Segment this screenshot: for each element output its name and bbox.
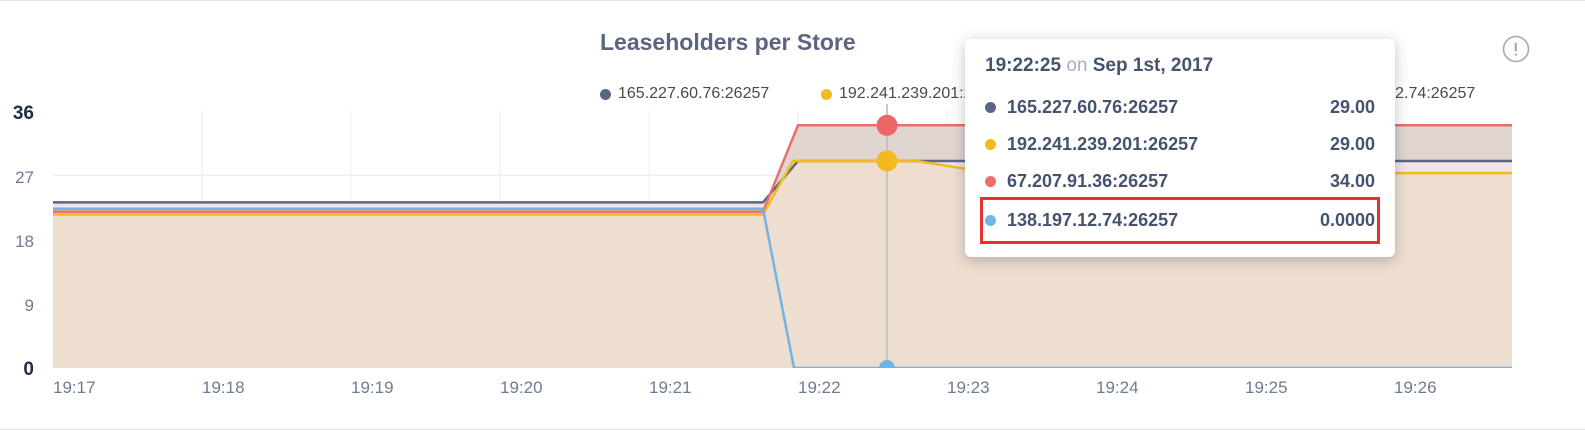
svg-text:0: 0	[23, 359, 34, 380]
svg-text:9: 9	[25, 296, 34, 315]
svg-text:19:17: 19:17	[53, 378, 96, 397]
svg-text:19:26: 19:26	[1394, 378, 1437, 397]
svg-text:19:25: 19:25	[1245, 378, 1288, 397]
svg-text:18: 18	[15, 232, 34, 251]
svg-text:19:19: 19:19	[351, 378, 394, 397]
svg-text:19:23: 19:23	[947, 378, 990, 397]
svg-text:27: 27	[15, 168, 34, 187]
svg-text:19:22: 19:22	[798, 378, 841, 397]
svg-text:19:24: 19:24	[1096, 378, 1139, 397]
svg-text:19:20: 19:20	[500, 378, 543, 397]
svg-text:19:18: 19:18	[202, 378, 245, 397]
svg-text:36: 36	[13, 103, 34, 124]
svg-text:19:21: 19:21	[649, 378, 692, 397]
